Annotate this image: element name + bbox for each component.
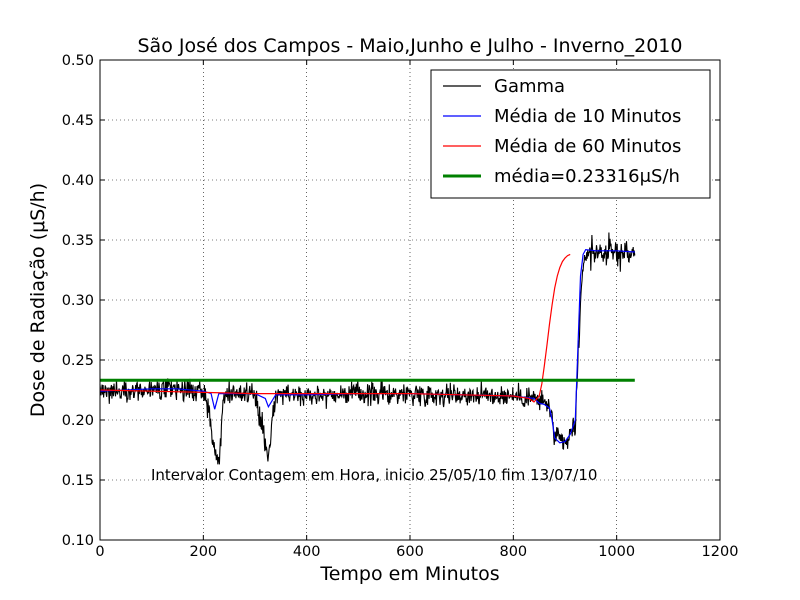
legend-label-mean: média=0.23316μS/h <box>494 166 680 187</box>
series-media-10-line <box>99 248 635 444</box>
y-tick-label: 0.20 <box>62 413 94 429</box>
x-tick-label: 800 <box>499 544 527 560</box>
legend: Gamma Média de 10 Minutos Média de 60 Minu… <box>430 69 711 199</box>
y-tick-label: 0.30 <box>62 293 94 309</box>
chart-annotation: Intervalor Contagem em Hora, inicio 25/0… <box>151 466 597 484</box>
x-tick-label: 400 <box>293 544 321 560</box>
x-axis-label: Tempo em Minutos <box>319 563 499 585</box>
y-tick-label: 0.15 <box>62 473 94 489</box>
y-tick-label: 0.50 <box>62 53 94 69</box>
x-tick-label: 0 <box>95 544 104 560</box>
y-tick-label: 0.25 <box>62 353 94 369</box>
y-tick-label: 0.35 <box>62 233 94 249</box>
y-tick-label: 0.45 <box>62 113 94 129</box>
y-tick-label: 0.10 <box>62 533 94 549</box>
x-tick-label: 1000 <box>598 544 635 560</box>
series-media-60-line <box>99 253 571 403</box>
series-layer <box>99 232 636 465</box>
axis-ticks: 0 200 400 600 800 1000 1200 0.10 0.15 0.20 0.25 0.3… <box>62 53 739 560</box>
legend-label-media60: Média de 60 Minutos <box>494 136 681 157</box>
x-tick-label: 600 <box>396 544 424 560</box>
x-tick-label: 1200 <box>702 544 739 560</box>
y-axis-label: Dose de Radiação (μS/h) <box>27 183 49 417</box>
legend-label-media10: Média de 10 Minutos <box>494 106 681 127</box>
chart-title: São José dos Campos - Maio,Junho e Julho… <box>138 35 683 57</box>
x-tick-label: 200 <box>189 544 217 560</box>
legend-label-gamma: Gamma <box>494 76 565 97</box>
y-tick-label: 0.40 <box>62 173 94 189</box>
